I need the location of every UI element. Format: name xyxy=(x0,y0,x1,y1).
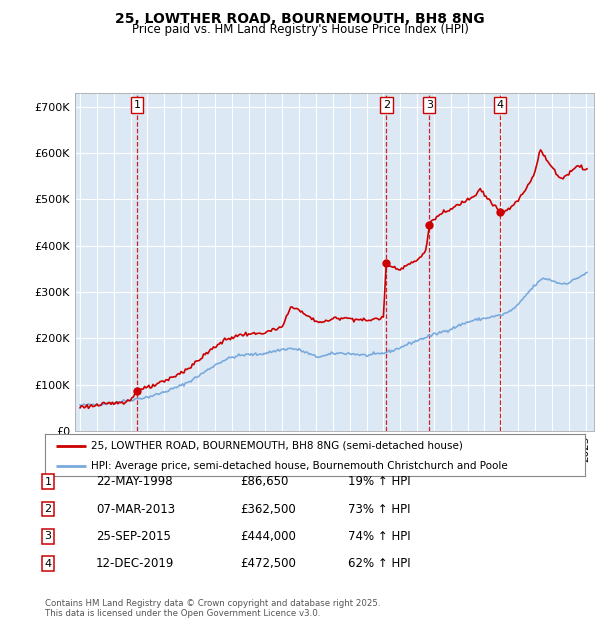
Text: 1: 1 xyxy=(134,100,140,110)
Text: 2: 2 xyxy=(383,100,390,110)
Text: 74% ↑ HPI: 74% ↑ HPI xyxy=(348,530,410,542)
Text: 19% ↑ HPI: 19% ↑ HPI xyxy=(348,476,410,488)
Text: £444,000: £444,000 xyxy=(240,530,296,542)
Text: 4: 4 xyxy=(44,559,52,569)
Text: Price paid vs. HM Land Registry's House Price Index (HPI): Price paid vs. HM Land Registry's House … xyxy=(131,23,469,36)
Text: HPI: Average price, semi-detached house, Bournemouth Christchurch and Poole: HPI: Average price, semi-detached house,… xyxy=(91,461,508,471)
Text: £362,500: £362,500 xyxy=(240,503,296,515)
Text: 25-SEP-2015: 25-SEP-2015 xyxy=(96,530,171,542)
Text: 73% ↑ HPI: 73% ↑ HPI xyxy=(348,503,410,515)
Text: £472,500: £472,500 xyxy=(240,557,296,570)
Text: £86,650: £86,650 xyxy=(240,476,289,488)
Text: 3: 3 xyxy=(44,531,52,541)
Text: 12-DEC-2019: 12-DEC-2019 xyxy=(96,557,175,570)
Text: 25, LOWTHER ROAD, BOURNEMOUTH, BH8 8NG (semi-detached house): 25, LOWTHER ROAD, BOURNEMOUTH, BH8 8NG (… xyxy=(91,441,463,451)
Text: 25, LOWTHER ROAD, BOURNEMOUTH, BH8 8NG: 25, LOWTHER ROAD, BOURNEMOUTH, BH8 8NG xyxy=(115,12,485,27)
Text: 07-MAR-2013: 07-MAR-2013 xyxy=(96,503,175,515)
Text: 4: 4 xyxy=(496,100,503,110)
Text: 22-MAY-1998: 22-MAY-1998 xyxy=(96,476,173,488)
Text: 3: 3 xyxy=(426,100,433,110)
Text: 62% ↑ HPI: 62% ↑ HPI xyxy=(348,557,410,570)
Text: Contains HM Land Registry data © Crown copyright and database right 2025.
This d: Contains HM Land Registry data © Crown c… xyxy=(45,599,380,618)
Text: 1: 1 xyxy=(44,477,52,487)
Text: 2: 2 xyxy=(44,504,52,514)
